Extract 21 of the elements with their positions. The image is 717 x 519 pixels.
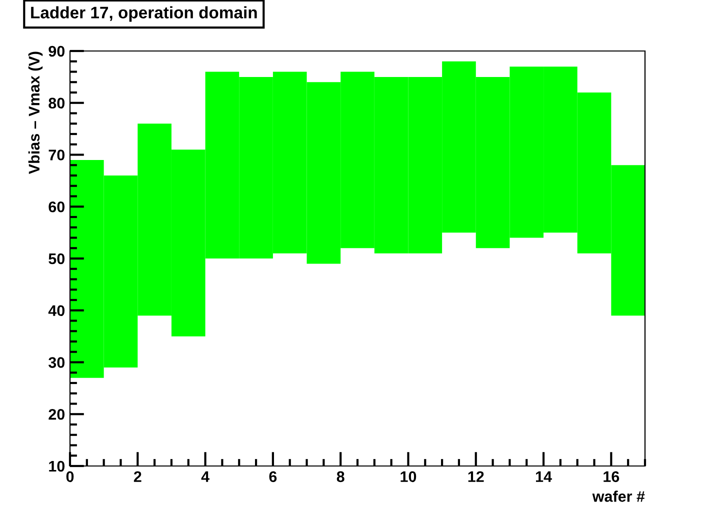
y-tick-label: 60 [48, 201, 65, 212]
y-tick-label: 70 [48, 150, 65, 160]
x-tick-label: 0 [66, 471, 74, 482]
x-tick-label: 2 [134, 471, 142, 482]
x-axis-title: wafer # [592, 490, 645, 502]
x-tick-label: 14 [536, 471, 552, 482]
chart-title: Ladder 17, operation domain [31, 6, 257, 22]
y-tick-label: 10 [49, 460, 65, 472]
x-tick-label: 16 [604, 471, 620, 482]
y-tick-label: 20 [48, 408, 65, 420]
y-tick-label: 80 [48, 98, 65, 109]
x-tick-label: 10 [400, 471, 416, 482]
y-axis-title: Vbias – Vmax (V) [28, 52, 43, 174]
x-tick-label: 8 [336, 471, 344, 482]
y-tick-label: 30 [48, 357, 65, 368]
x-tick-label: 12 [468, 471, 484, 482]
y-tick-label: 50 [48, 253, 65, 264]
x-tick-label: 6 [269, 471, 277, 482]
y-tick-label: 90 [48, 46, 65, 57]
y-tick-label: 40 [48, 305, 65, 316]
x-tick-label: 4 [201, 471, 210, 482]
